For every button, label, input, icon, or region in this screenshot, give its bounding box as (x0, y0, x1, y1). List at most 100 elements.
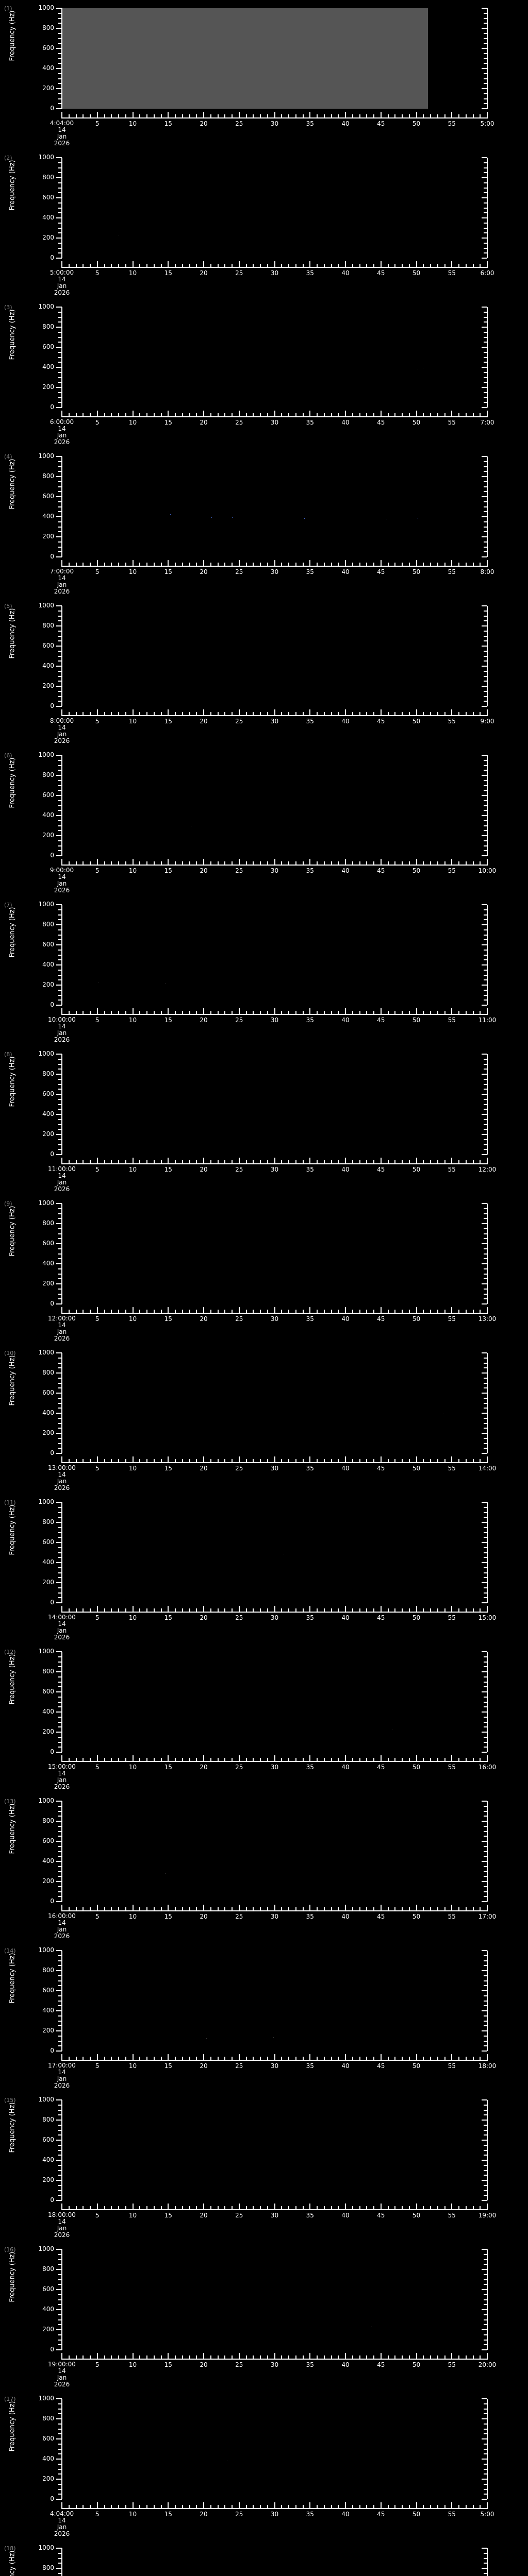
y-tick-minor-right (484, 481, 487, 482)
y-tick-major-right (482, 2309, 487, 2310)
x-tick-minor (465, 1459, 467, 1463)
y-tick-minor-right (484, 2170, 487, 2171)
x-tick-minor (196, 114, 197, 118)
y-tick-label: 400 (42, 811, 54, 819)
x-tick-minor (260, 1011, 261, 1015)
x-tick-label: 10 (128, 1465, 137, 1472)
x-tick-minor (387, 264, 389, 268)
x-tick-minor (224, 413, 226, 417)
x-tick-minor (331, 2057, 332, 2061)
x-tick-major (380, 709, 382, 716)
x-tick-minor (387, 712, 389, 716)
x-tick-major (238, 859, 240, 866)
x-tick-minor (182, 1310, 183, 1314)
x-tick-minor (366, 2206, 368, 2210)
y-tick-minor-right (484, 1293, 487, 1295)
x-axis-end-label: 18:00 (478, 2062, 497, 2070)
y-tick-major-right (482, 1861, 487, 1862)
y-tick-minor-right (484, 845, 487, 846)
y-tick-major (56, 1711, 62, 1713)
x-tick-minor (465, 1310, 467, 1314)
x-tick-minor (253, 712, 254, 716)
y-tick-label: 1000 (38, 1349, 54, 1356)
y-tick-minor-right (484, 2443, 487, 2445)
x-tick-major (61, 1307, 62, 1314)
x-tick-minor (317, 1608, 318, 1613)
y-tick-minor (58, 655, 62, 657)
x-tick-minor (139, 1758, 141, 1762)
x-tick-minor (423, 712, 424, 716)
x-tick-minor (338, 861, 339, 866)
x-tick-minor (224, 2057, 226, 2061)
x-tick-label: 10 (128, 718, 137, 725)
x-tick-major (345, 859, 346, 866)
x-tick-major (96, 1158, 98, 1164)
x-tick-minor (245, 2505, 247, 2509)
x-tick-minor (118, 413, 119, 417)
y-tick-minor-right (484, 805, 487, 806)
x-tick-minor (281, 2505, 283, 2509)
x-axis-date-part: 2026 (54, 1634, 70, 1641)
x-tick-minor (480, 1160, 481, 1164)
x-tick-major (345, 411, 346, 417)
y-tick-major (56, 556, 62, 557)
y-tick-minor (58, 1537, 62, 1538)
y-tick-minor (58, 2299, 62, 2300)
y-tick-label: 200 (42, 1877, 54, 1885)
y-tick-minor (58, 1701, 62, 1703)
y-tick-minor (58, 371, 62, 373)
x-tick-label: 15 (164, 1465, 172, 1472)
y-tick-major (56, 2289, 62, 2290)
x-tick-minor (366, 1907, 368, 1911)
y-tick-minor (58, 1144, 62, 1145)
y-axis-left-spine (61, 158, 62, 258)
x-tick-major (61, 1755, 62, 1762)
x-tick-minor (90, 1011, 91, 1015)
x-tick-minor (224, 1160, 226, 1164)
y-tick-label: 400 (42, 1260, 54, 1267)
x-tick-minor (82, 264, 84, 268)
x-tick-minor (217, 264, 219, 268)
x-tick-minor (153, 114, 155, 118)
y-tick-minor-right (484, 1706, 487, 1708)
y-tick-minor-right (484, 909, 487, 910)
spectrogram-panel: (13) 0 200 400 600 800 1000 Frequency (Hz) 16:00… (0, 1793, 528, 1942)
x-tick-minor (402, 2505, 403, 2509)
panel-index-label: (2) (4, 155, 12, 161)
x-tick-minor (146, 1907, 147, 1911)
y-tick-major (56, 2099, 62, 2100)
x-tick-minor (281, 1160, 283, 1164)
y-tick-minor (58, 1506, 62, 1508)
y-tick-minor-right (484, 2264, 487, 2265)
y-tick-major-right (482, 327, 487, 328)
y-tick-label: 600 (42, 493, 54, 500)
y-tick-major (56, 496, 62, 497)
x-tick-major (238, 411, 240, 417)
y-tick-label: 600 (42, 1837, 54, 1844)
x-axis-end-label: 6:00 (480, 269, 494, 277)
y-tick-minor-right (484, 1443, 487, 1444)
x-tick-minor (160, 413, 162, 417)
y-tick-major (56, 1671, 62, 1672)
x-tick-major (96, 709, 98, 716)
y-tick-minor (58, 949, 62, 951)
x-tick-minor (232, 2505, 233, 2509)
x-tick-minor (366, 1160, 368, 1164)
y-tick-major (56, 1114, 62, 1115)
x-tick-label: 55 (448, 1913, 456, 1920)
x-tick-minor (295, 2355, 296, 2360)
y-tick-minor-right (484, 511, 487, 513)
y-tick-label: 200 (42, 84, 54, 92)
x-tick-minor (317, 2505, 318, 2509)
x-tick-minor (437, 2505, 438, 2509)
x-tick-minor (437, 1459, 438, 1463)
y-tick-major-right (482, 2289, 487, 2290)
y-tick-minor (58, 1965, 62, 1967)
x-tick-minor (224, 1907, 226, 1911)
x-tick-major (416, 2054, 417, 2061)
x-tick-minor (359, 1459, 360, 1463)
x-tick-minor (423, 413, 424, 417)
spectrogram-speckle (273, 2037, 274, 2038)
y-tick-minor-right (484, 2155, 487, 2156)
y-tick-minor-right (484, 1747, 487, 1748)
